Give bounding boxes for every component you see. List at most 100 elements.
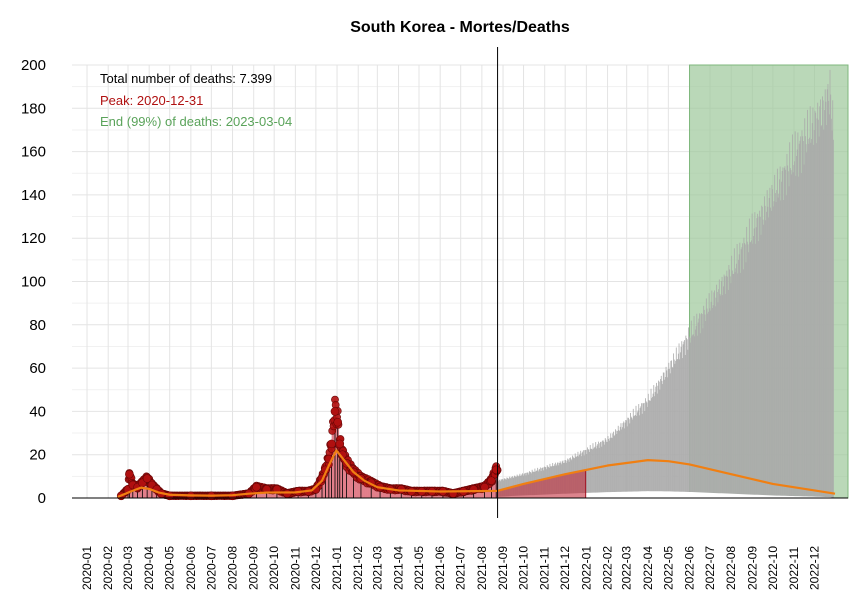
projection-bar xyxy=(697,335,698,498)
projection-bar xyxy=(727,276,728,498)
projection-bar xyxy=(651,396,653,498)
projection-bar xyxy=(592,443,594,498)
projection-bar xyxy=(653,385,655,498)
projection-bar xyxy=(809,137,810,498)
projection-bar xyxy=(761,205,763,499)
projection-bar xyxy=(608,440,610,498)
projection-bar xyxy=(676,359,678,498)
projection-bar xyxy=(600,441,602,498)
projection-bar xyxy=(678,343,680,498)
x-tick-label: 2021-06 xyxy=(433,546,447,590)
projection-bar xyxy=(683,341,685,498)
projection-bar xyxy=(629,423,631,498)
total-deaths-annotation: Total number of deaths: 7.399 xyxy=(100,71,272,86)
projection-bar xyxy=(828,100,830,499)
projection-bar xyxy=(753,228,755,499)
projection-bar xyxy=(758,216,760,498)
projection-bar xyxy=(797,132,799,498)
projection-bar xyxy=(707,313,709,498)
projection-bar xyxy=(744,244,746,498)
projection-bar xyxy=(796,149,798,498)
projection-bar xyxy=(832,139,834,498)
projection-bar xyxy=(807,139,809,499)
projection-bar xyxy=(640,406,642,498)
projection-bar xyxy=(817,102,819,499)
y-ticks-group: 0 20 40 60 80 100 120 140 160 180 200 xyxy=(21,57,46,507)
projection-bar xyxy=(763,196,765,499)
observed-peak-point xyxy=(327,439,336,449)
fitted-curve xyxy=(117,449,836,498)
projection-bar xyxy=(599,443,601,498)
x-tick-label: 2022-07 xyxy=(703,546,717,590)
projection-bar xyxy=(739,242,741,498)
x-tick-label: 2022-12 xyxy=(808,546,822,590)
projection-bar xyxy=(641,413,643,498)
projection-bar xyxy=(796,155,797,498)
projection-bar xyxy=(769,187,771,499)
projection-bar xyxy=(790,170,792,498)
x-tick-label: 2022-04 xyxy=(641,546,655,590)
x-tick-label: 2021-07 xyxy=(454,546,468,590)
projection-bar xyxy=(624,422,626,498)
projection-bar xyxy=(642,403,644,498)
projection-bar xyxy=(772,189,774,498)
projection-bar xyxy=(748,218,750,499)
projection-bar xyxy=(815,112,817,499)
observed-peak-point xyxy=(335,439,345,449)
projection-bar xyxy=(595,448,597,498)
x-tick-label: 2021-10 xyxy=(517,546,531,590)
projection-bar xyxy=(694,336,696,498)
x-ticks-group: 2020-01 2020-02 2020-03 2020-04 2020-05 2020-… xyxy=(80,546,822,590)
projection-bar xyxy=(669,368,670,498)
x-tick-label: 2020-02 xyxy=(101,546,115,590)
x-tick-label: 2022-02 xyxy=(601,546,615,590)
observed-stems-group xyxy=(120,399,499,498)
projection-bar xyxy=(736,244,738,498)
x-tick-label: 2021-02 xyxy=(351,546,365,590)
projection-bar xyxy=(794,131,796,498)
projection-bar xyxy=(813,144,815,498)
projection-bar xyxy=(737,273,739,498)
x-tick-label: 2020-06 xyxy=(184,546,198,590)
projection-bar xyxy=(819,99,821,499)
projection-bar xyxy=(648,400,650,498)
projection-bar xyxy=(727,289,729,498)
projection-bar xyxy=(788,186,790,498)
projection-bar xyxy=(666,370,668,498)
projection-bar xyxy=(763,224,765,498)
projection-bar xyxy=(663,372,665,498)
projection-bar xyxy=(593,448,595,498)
projection-bar xyxy=(760,234,762,499)
projection-bar xyxy=(733,273,735,498)
projection-bar xyxy=(716,284,718,498)
projection-bar xyxy=(593,447,595,498)
projection-bar xyxy=(603,441,605,498)
projection-bar xyxy=(689,337,691,498)
projection-bar xyxy=(709,308,711,498)
observed-peak-point xyxy=(333,417,343,427)
peak-annotation: Peak: 2020-12-31 xyxy=(100,93,203,108)
projection-bar xyxy=(738,254,740,498)
projection-bar xyxy=(751,240,752,498)
projection-bar xyxy=(741,247,743,498)
projection-bar xyxy=(712,307,713,498)
projection-bar xyxy=(697,322,699,498)
projection-bar xyxy=(827,84,829,498)
projection-bar xyxy=(757,213,759,498)
projection-bar xyxy=(768,197,770,498)
projection-bar xyxy=(722,295,724,498)
projection-bar xyxy=(679,359,681,498)
projection-bar xyxy=(738,259,739,498)
projection-bar xyxy=(647,393,649,498)
projection-bar xyxy=(598,447,600,498)
projection-bar xyxy=(694,329,696,498)
projection-bar xyxy=(800,173,802,498)
projection-bar xyxy=(701,313,703,498)
projection-bar xyxy=(662,384,664,498)
projection-bar xyxy=(742,243,744,498)
projection-bar xyxy=(815,143,817,499)
projection-bar xyxy=(660,379,662,498)
projection-bar xyxy=(707,311,709,498)
x-tick-label: 2020-09 xyxy=(247,546,261,590)
